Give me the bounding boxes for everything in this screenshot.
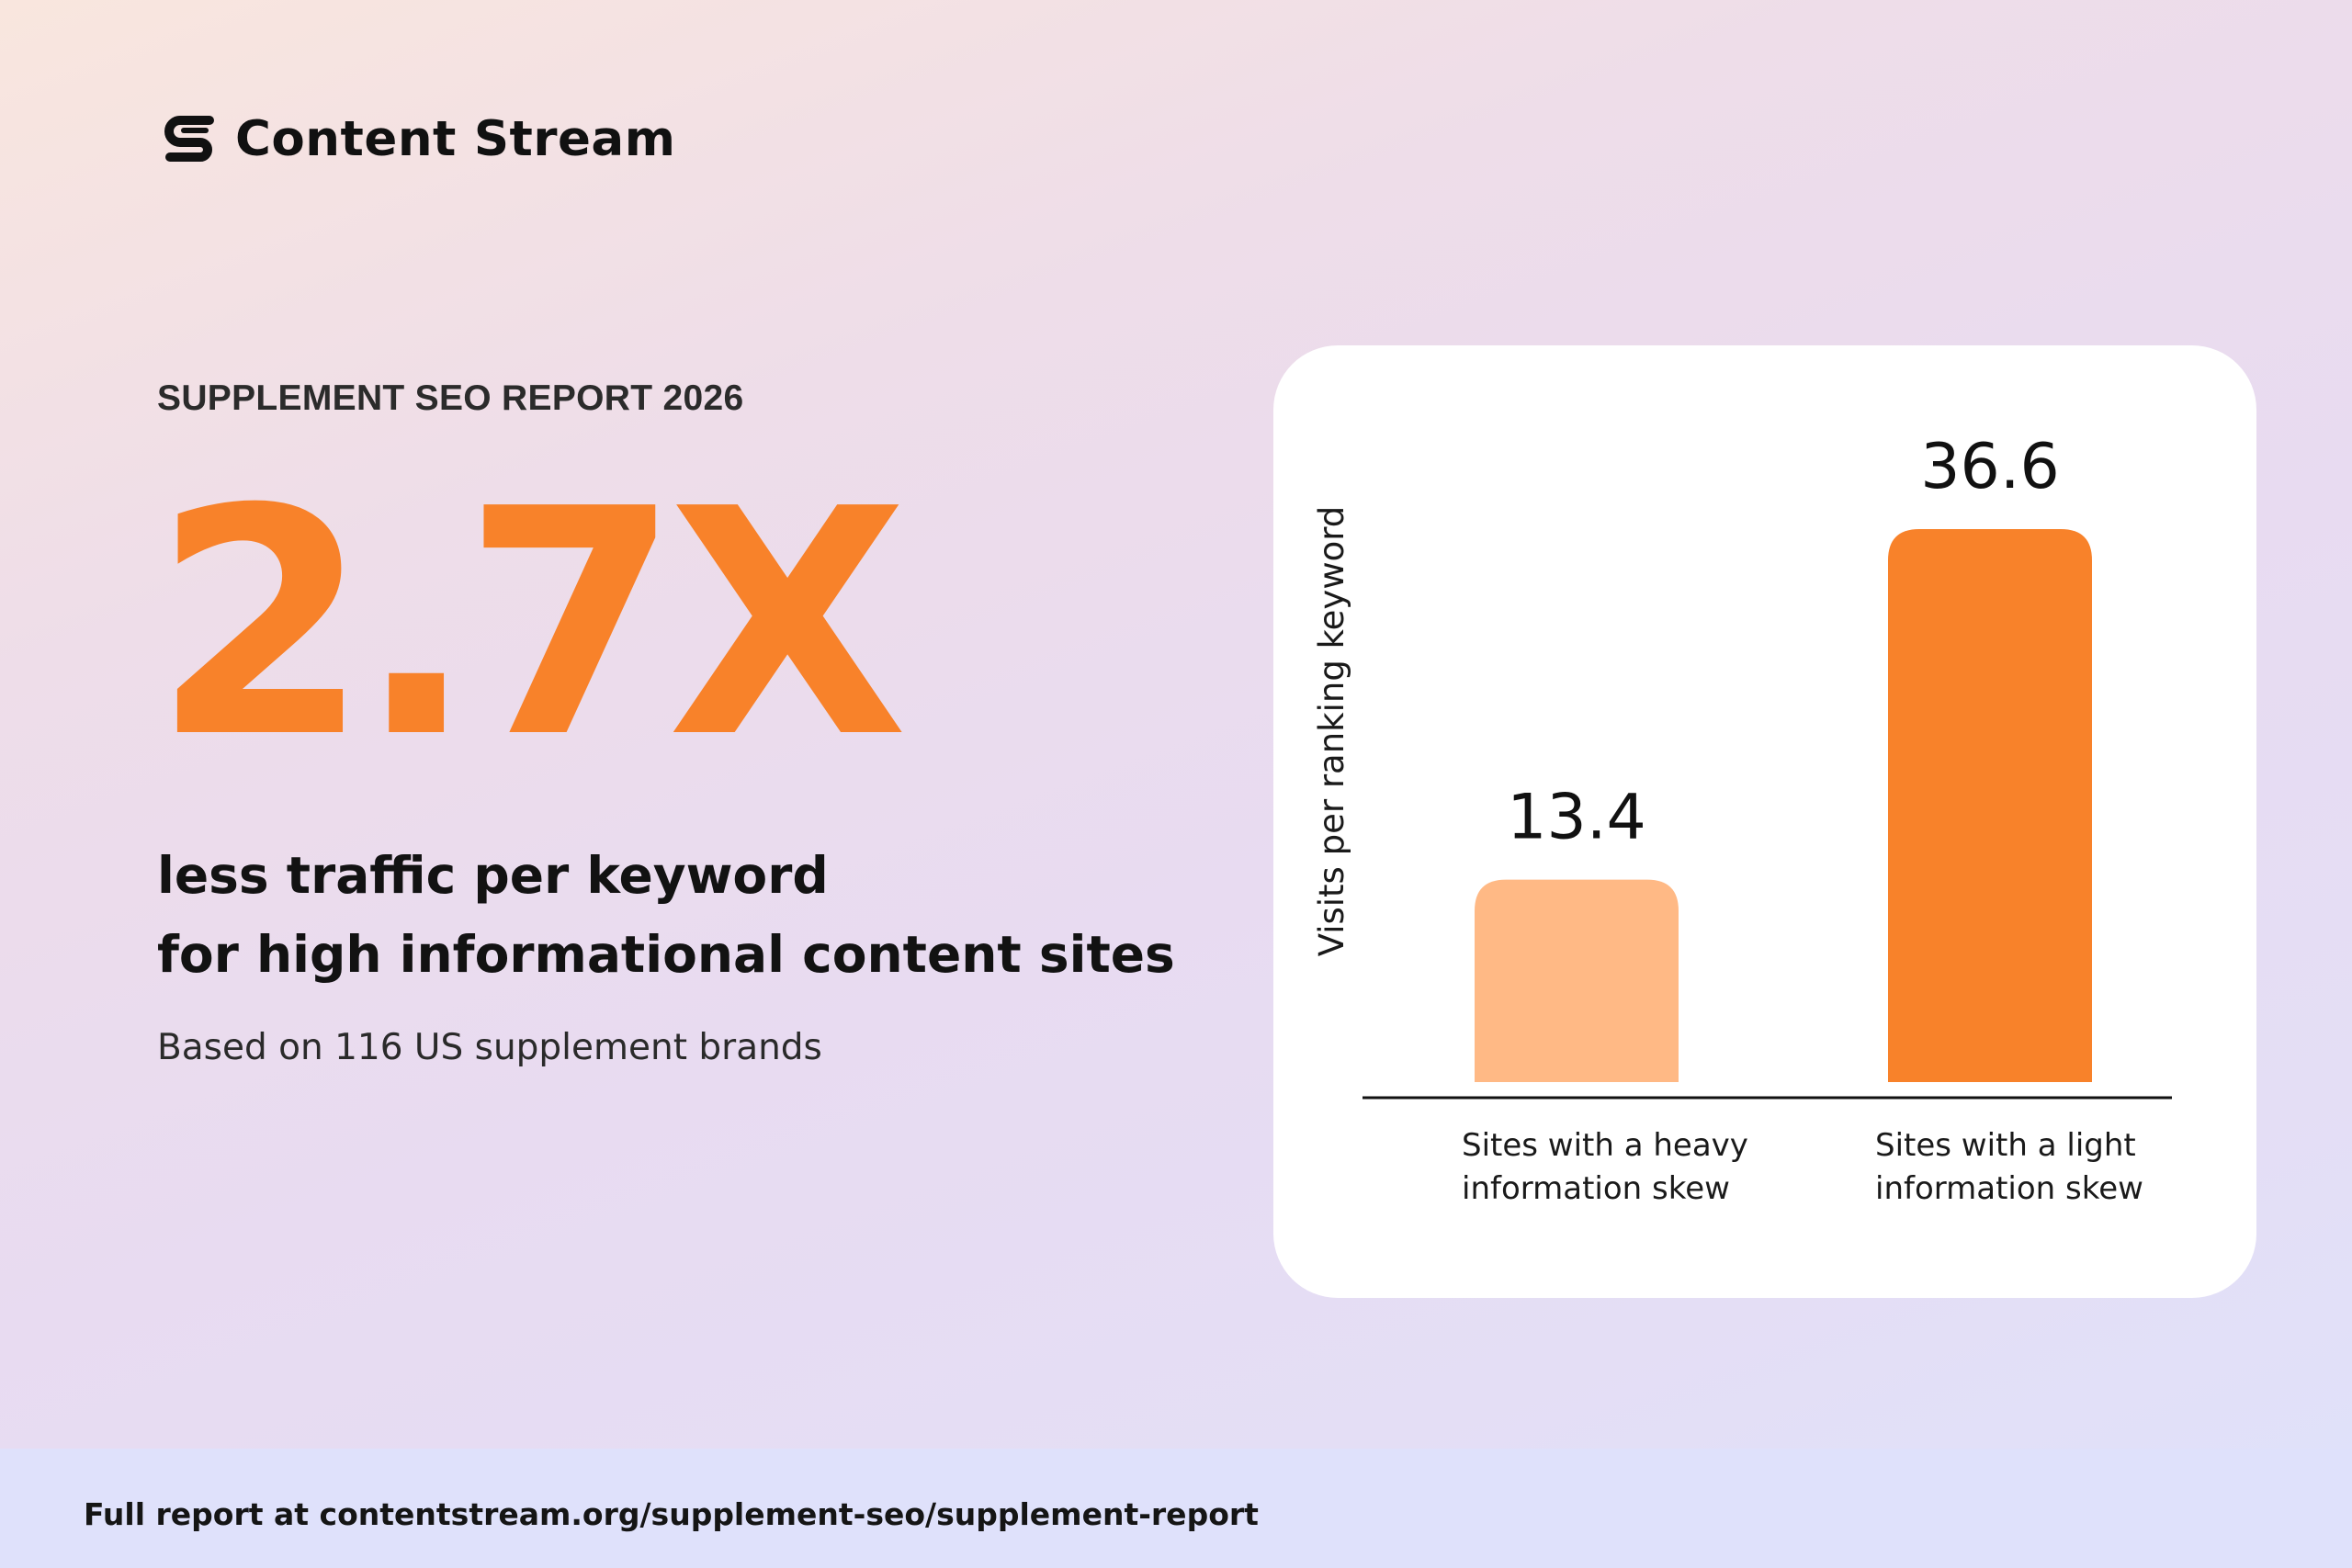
headline-stat: 2.7X <box>153 443 908 807</box>
y-axis-label: Visits per ranking keyword <box>1312 506 1351 957</box>
report-eyebrow: SUPPLEMENT SEO REPORT 2026 <box>157 378 744 418</box>
footer: Full report at contentstream.org/supplem… <box>0 1449 2352 1568</box>
category-label: Sites with a heavy information skew <box>1462 1127 1748 1207</box>
chart-card: Visits per ranking keyword 13.4 Sites wit… <box>1273 345 2256 1298</box>
bar-1 <box>1475 879 1679 1082</box>
brand: Content Stream <box>162 110 675 167</box>
category-label-line: information skew <box>1875 1170 2143 1207</box>
category-label-line: Sites with a heavy <box>1462 1127 1748 1164</box>
category-label: Sites with a light information skew <box>1875 1127 2143 1207</box>
headline-line-2: for high informational content sites <box>157 925 1175 984</box>
bars-layer: 13.4 Sites with a heavy information skew 36… <box>1462 431 2143 1207</box>
brand-name: Content Stream <box>235 110 676 167</box>
category-label-line: Sites with a light <box>1875 1127 2136 1164</box>
content-stream-logo-icon <box>164 116 214 162</box>
bar-value-label: 36.6 <box>1920 431 2059 503</box>
headline-text: less traffic per keyword for high inform… <box>157 836 1175 994</box>
bar-value-label: 13.4 <box>1507 782 1645 854</box>
category-label-line: information skew <box>1462 1170 1730 1207</box>
sample-note: Based on 116 US supplement brands <box>157 1027 822 1068</box>
footer-report-link[interactable]: Full report at contentstream.org/supplem… <box>84 1496 1259 1532</box>
headline-line-1: less traffic per keyword <box>157 846 829 905</box>
bar-chart: Visits per ranking keyword 13.4 Sites wit… <box>1312 431 2172 1207</box>
bar-2 <box>1888 529 2092 1082</box>
